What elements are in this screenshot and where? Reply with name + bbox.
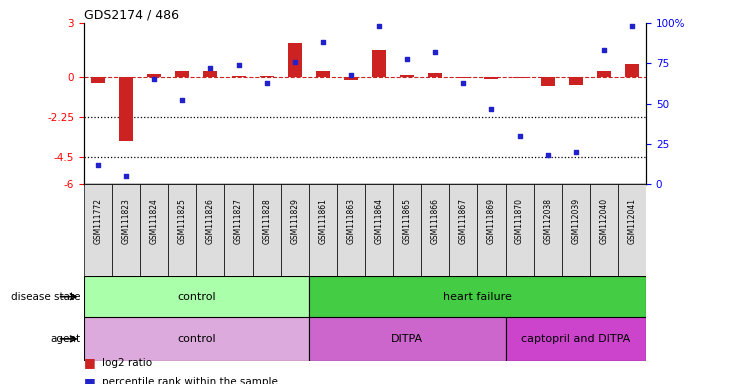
Bar	[280, 184, 309, 276]
Point	[514, 133, 526, 139]
Bar	[231, 76, 245, 77]
Bar	[309, 317, 505, 361]
Text: GSM111864: GSM111864	[374, 198, 383, 244]
Bar	[91, 77, 105, 83]
Bar	[429, 73, 442, 77]
Point	[485, 106, 497, 112]
Text: GSM112041: GSM112041	[628, 198, 637, 244]
Text: percentile rank within the sample: percentile rank within the sample	[102, 377, 278, 384]
Bar	[253, 184, 280, 276]
Text: GSM111866: GSM111866	[431, 198, 439, 244]
Point	[402, 55, 413, 61]
Text: GDS2174 / 486: GDS2174 / 486	[84, 9, 179, 22]
Bar	[84, 317, 309, 361]
Bar	[260, 76, 274, 77]
Bar	[168, 184, 196, 276]
Bar	[569, 77, 583, 85]
Bar	[456, 77, 470, 78]
Point	[345, 71, 357, 78]
Point	[204, 65, 216, 71]
Text: GSM111827: GSM111827	[234, 198, 243, 244]
Bar	[204, 71, 218, 77]
Bar	[112, 184, 140, 276]
Text: GSM111867: GSM111867	[459, 198, 468, 244]
Bar	[175, 71, 189, 77]
Bar	[372, 50, 386, 77]
Text: GSM112039: GSM112039	[572, 198, 580, 244]
Bar	[309, 276, 646, 317]
Point	[177, 98, 188, 104]
Text: GSM112038: GSM112038	[543, 198, 552, 244]
Bar	[84, 184, 112, 276]
Bar	[449, 184, 477, 276]
Bar	[512, 77, 526, 78]
Bar	[365, 184, 393, 276]
Bar	[485, 77, 499, 79]
Text: ■: ■	[84, 356, 96, 369]
Bar	[309, 184, 337, 276]
Bar	[534, 184, 561, 276]
Bar	[288, 43, 301, 77]
Text: GSM111861: GSM111861	[318, 198, 327, 244]
Point	[373, 23, 385, 29]
Point	[598, 47, 610, 53]
Text: GSM111829: GSM111829	[291, 198, 299, 244]
Bar	[477, 184, 505, 276]
Text: GSM111865: GSM111865	[403, 198, 412, 244]
Bar	[196, 184, 225, 276]
Bar	[505, 184, 534, 276]
Point	[542, 152, 553, 158]
Bar	[393, 184, 421, 276]
Text: GSM111825: GSM111825	[178, 198, 187, 244]
Text: log2 ratio: log2 ratio	[102, 358, 153, 368]
Point	[626, 23, 638, 29]
Bar	[337, 184, 365, 276]
Point	[261, 79, 272, 86]
Text: DITPA: DITPA	[391, 334, 423, 344]
Bar	[590, 184, 618, 276]
Bar	[561, 184, 590, 276]
Bar	[344, 77, 358, 80]
Text: control: control	[177, 334, 215, 344]
Text: heart failure: heart failure	[443, 291, 512, 302]
Text: control: control	[177, 291, 215, 302]
Bar	[147, 74, 161, 77]
Bar	[625, 64, 639, 77]
Bar	[618, 184, 646, 276]
Text: agent: agent	[50, 334, 80, 344]
Bar	[421, 184, 450, 276]
Point	[148, 76, 160, 83]
Bar	[224, 184, 253, 276]
Text: GSM111823: GSM111823	[122, 198, 131, 244]
Text: GSM111863: GSM111863	[347, 198, 356, 244]
Point	[233, 62, 245, 68]
Point	[458, 79, 469, 86]
Text: GSM111772: GSM111772	[93, 198, 102, 244]
Bar	[541, 77, 555, 86]
Text: GSM111828: GSM111828	[262, 198, 271, 244]
Text: ■: ■	[84, 376, 96, 384]
Text: GSM112040: GSM112040	[599, 198, 608, 244]
Text: GSM111824: GSM111824	[150, 198, 158, 244]
Bar	[140, 184, 168, 276]
Point	[92, 162, 104, 168]
Point	[317, 39, 328, 45]
Point	[289, 59, 301, 65]
Bar	[119, 77, 133, 141]
Bar	[597, 71, 611, 77]
Text: GSM111869: GSM111869	[487, 198, 496, 244]
Text: GSM111826: GSM111826	[206, 198, 215, 244]
Point	[429, 49, 441, 55]
Text: disease state: disease state	[11, 291, 80, 302]
Bar	[400, 75, 414, 77]
Point	[570, 149, 582, 155]
Text: GSM111870: GSM111870	[515, 198, 524, 244]
Text: captopril and DITPA: captopril and DITPA	[521, 334, 631, 344]
Point	[120, 173, 132, 179]
Bar	[84, 276, 309, 317]
Bar	[505, 317, 646, 361]
Bar	[316, 71, 330, 77]
